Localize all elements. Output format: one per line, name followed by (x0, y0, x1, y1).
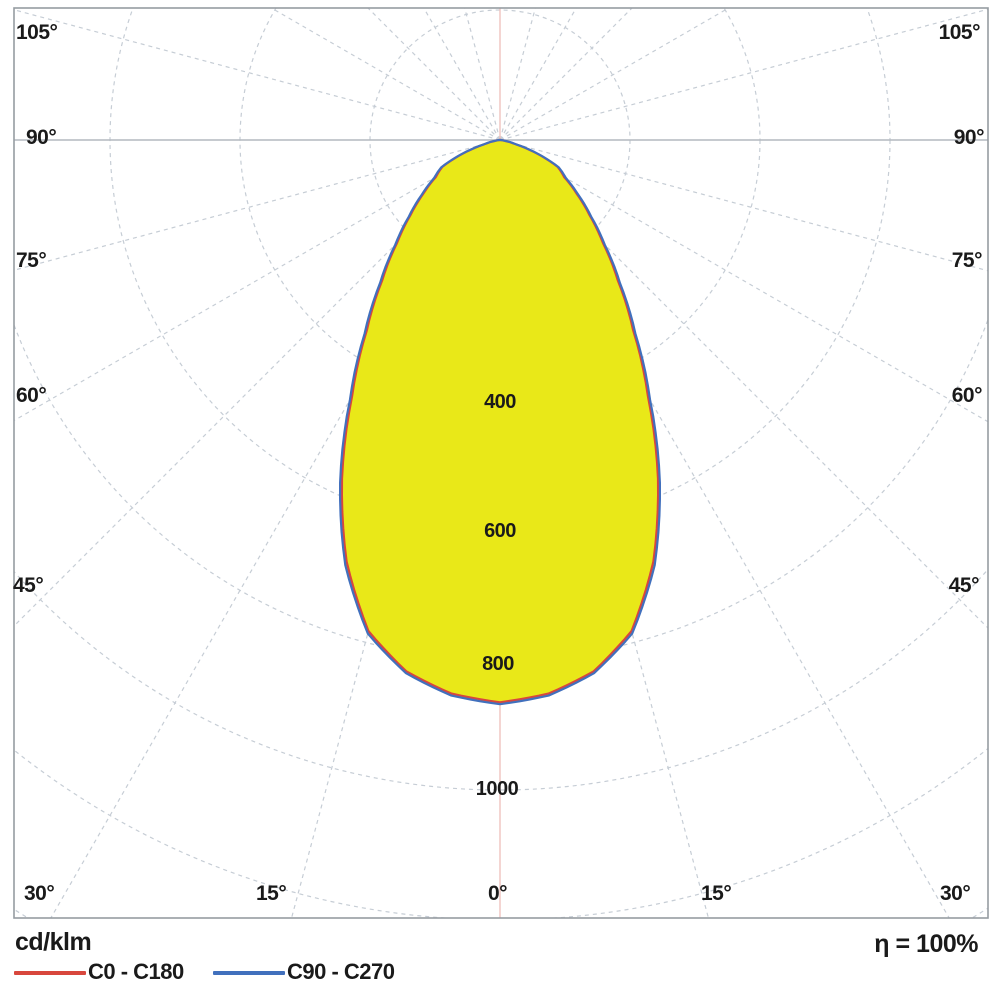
radial-label-600: 600 (484, 520, 516, 542)
angle-label-left-105: 105° (16, 21, 58, 44)
angle-label-right-90: 90° (953, 126, 985, 149)
angle-label-right-45: 45° (948, 574, 980, 597)
units-label: cd/klm (15, 928, 92, 956)
angle-label-right-105: 105° (938, 21, 981, 44)
angle-label-bottom-15r: 15° (701, 882, 732, 905)
legend-line-c0 (14, 971, 86, 975)
radial-label-1000: 1000 (475, 778, 519, 800)
legend-line-c90 (213, 971, 285, 975)
angle-label-bottom-30r: 30° (940, 882, 971, 905)
radial-label-400: 400 (484, 391, 516, 413)
legend-label-c90: C90 - C270 (287, 959, 395, 984)
angle-label-left-60: 60° (16, 384, 47, 407)
angle-label-left-75: 75° (16, 249, 47, 272)
radial-label-800: 800 (482, 653, 514, 675)
legend-label-c0: C0 - C180 (88, 959, 184, 984)
angle-label-bottom-0: 0° (488, 882, 508, 905)
angle-label-left-45: 45° (13, 574, 44, 597)
angle-label-right-75: 75° (951, 249, 983, 272)
angle-label-bottom-15l: 15° (256, 882, 287, 905)
efficiency-label: η = 100% (874, 930, 978, 958)
angle-label-left-90: 90° (26, 126, 57, 149)
angle-label-bottom-30l: 30° (24, 882, 55, 905)
angle-label-right-60: 60° (951, 384, 983, 407)
